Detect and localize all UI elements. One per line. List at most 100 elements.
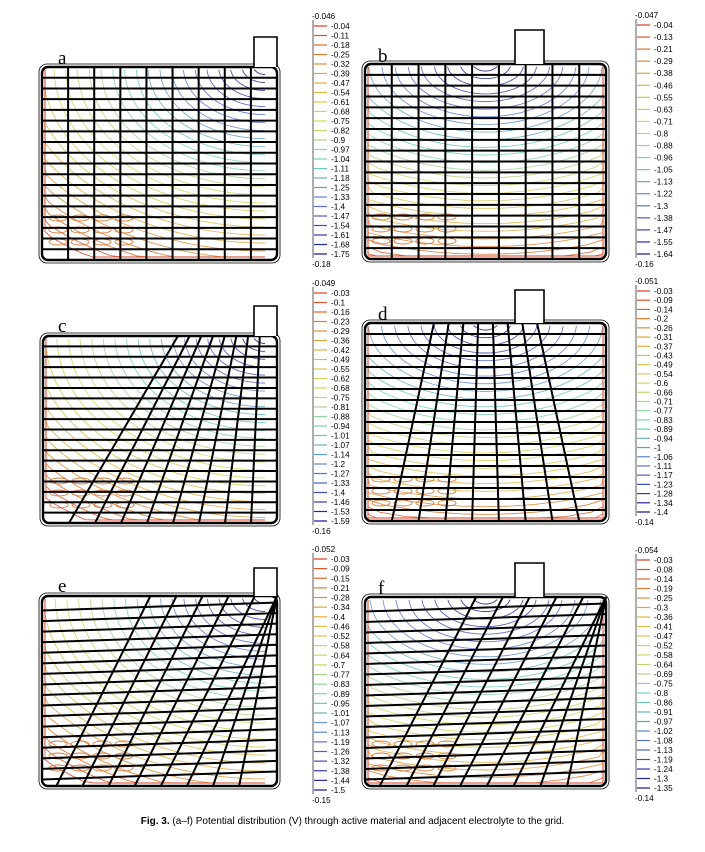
colorbar-min: -0.14 xyxy=(635,518,654,527)
vertical-wire xyxy=(94,335,191,524)
vertical-wire xyxy=(186,595,278,787)
colorbar-tick-label: -1.4 xyxy=(331,203,346,212)
contour-line xyxy=(367,326,604,415)
contour-line xyxy=(407,66,564,110)
contour-line xyxy=(254,338,265,344)
contour-line xyxy=(367,325,604,392)
colorbar-tick-label: -0.1 xyxy=(331,299,346,308)
horizontal-wire xyxy=(41,738,278,749)
grid-wires xyxy=(41,595,278,787)
vertical-wire xyxy=(238,595,278,787)
colorbar-tick-label: -0.71 xyxy=(654,117,673,126)
contour-line xyxy=(242,598,265,612)
horizontal-wire xyxy=(41,749,278,760)
colorbar-tick-label: -0.83 xyxy=(654,416,673,425)
colorbar-tick-label: -1.24 xyxy=(654,765,673,774)
panel-a: a-0.046-0.18-0.04-0.11-0.18-0.25-0.32-0.… xyxy=(38,12,350,269)
contour-line xyxy=(460,325,511,339)
colorbar-tick-label: -0.04 xyxy=(331,22,350,31)
colorbar: -0.052-0.15-0.03-0.09-0.15-0.21-0.28-0.3… xyxy=(312,545,350,805)
colorbar-tick-label: -0.61 xyxy=(331,98,350,107)
colorbar-tick-label: -1 xyxy=(654,444,662,453)
colorbar-tick-label: -0.81 xyxy=(331,403,350,412)
colorbar-tick-label: -0.77 xyxy=(654,407,673,416)
contour-blob xyxy=(371,752,391,760)
contour-line xyxy=(367,67,604,156)
colorbar-tick-label: -1.3 xyxy=(654,775,669,784)
contour-line xyxy=(45,339,266,503)
colorbar-tick-label: -1.13 xyxy=(331,728,350,737)
colorbar-tick-label: -0.52 xyxy=(331,632,350,641)
colorbar-tick-label: -0.16 xyxy=(331,308,350,317)
horizontal-wire xyxy=(41,612,278,623)
contour-line xyxy=(126,338,266,431)
colorbar-tick-label: -0.75 xyxy=(654,680,673,689)
colorbar-tick-label: -0.68 xyxy=(331,384,350,393)
contour-blob xyxy=(437,764,457,772)
contour-line xyxy=(230,598,265,620)
horizontal-wire xyxy=(364,634,607,644)
colorbar-tick-label: -1.33 xyxy=(331,479,350,488)
vertical-wire xyxy=(390,322,435,522)
horizontal-wire xyxy=(364,760,607,770)
horizontal-wire xyxy=(41,696,278,707)
contour-line xyxy=(53,69,266,212)
colorbar-tick-label: -0.47 xyxy=(331,79,350,88)
electrolyte-boundary xyxy=(38,63,281,264)
colorbar-tick-label: -1.2 xyxy=(331,460,346,469)
colorbar-tick-label: -0.8 xyxy=(654,129,669,138)
horizontal-wire xyxy=(41,664,278,675)
contour-line xyxy=(56,338,266,479)
colorbar-tick-label: -0.8 xyxy=(654,689,669,698)
grid-lug xyxy=(253,567,278,596)
colorbar-tick-label: -0.68 xyxy=(331,108,350,117)
colorbar-max: -0.051 xyxy=(635,277,659,286)
contour-line xyxy=(367,67,604,240)
grid-wires xyxy=(365,322,606,522)
colorbar-tick-label: -1.38 xyxy=(654,214,673,223)
contour-blob xyxy=(393,213,413,221)
colorbar-tick-label: -0.3 xyxy=(654,604,669,613)
contour-line xyxy=(434,599,537,628)
vertical-wire xyxy=(107,595,204,787)
contour-line xyxy=(79,338,266,463)
vertical-wire xyxy=(172,335,226,524)
contour-line xyxy=(394,66,577,118)
colorbar-tick-label: -1.22 xyxy=(654,190,673,199)
colorbar-tick-label: -1.4 xyxy=(331,489,346,498)
contour-line xyxy=(147,69,265,148)
grid-lug xyxy=(514,29,545,64)
contour-line xyxy=(160,338,265,408)
colorbar-tick-label: -1.47 xyxy=(331,212,350,221)
panel-label: c xyxy=(58,316,66,337)
electrolyte-boundary xyxy=(39,332,281,527)
contour-line xyxy=(367,326,604,469)
vertical-wire xyxy=(471,322,480,522)
colorbar-tick-label: -0.14 xyxy=(654,305,673,314)
colorbar-tick-label: -0.09 xyxy=(331,565,350,574)
colorbar-tick-label: -1.13 xyxy=(654,746,673,755)
vertical-wire xyxy=(491,322,500,522)
colorbar-tick-label: -0.29 xyxy=(654,57,673,66)
panel-f: f-0.054-0.14-0.03-0.08-0.14-0.19-0.25-0.… xyxy=(361,546,673,803)
horizontal-wire xyxy=(364,602,607,613)
colorbar-tick-label: -1.11 xyxy=(654,462,672,471)
colorbar-tick-label: -0.43 xyxy=(654,351,673,360)
contour-line xyxy=(460,66,511,80)
colorbar-tick-label: -1.05 xyxy=(654,166,673,175)
grid-wires xyxy=(365,64,606,259)
colorbar-min: -0.16 xyxy=(635,260,654,269)
colorbar-tick-label: -0.32 xyxy=(331,60,350,69)
vertical-wire xyxy=(159,595,256,787)
electrolyte-boundary xyxy=(361,319,610,525)
contour-line xyxy=(230,69,265,91)
colorbar: -0.051-0.14-0.03-0.09-0.14-0.2-0.26-0.31… xyxy=(635,277,673,527)
colorbar-tick-label: -0.38 xyxy=(654,69,673,78)
colorbar-max: -0.054 xyxy=(635,546,659,555)
horizontal-wire xyxy=(364,718,607,728)
contour-line xyxy=(367,67,604,257)
colorbar-tick-label: -0.83 xyxy=(331,680,350,689)
colorbar-min: -0.18 xyxy=(312,260,331,269)
colorbar-tick-label: -0.7 xyxy=(331,661,346,670)
contour-blob xyxy=(371,237,391,245)
